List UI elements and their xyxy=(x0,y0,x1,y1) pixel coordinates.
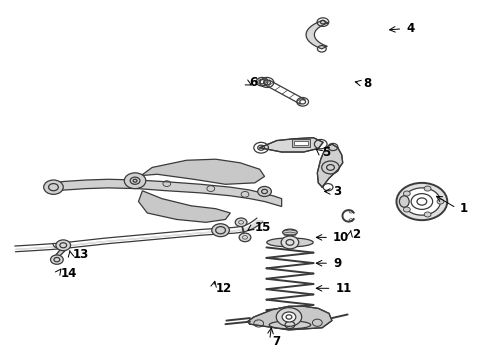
Circle shape xyxy=(403,188,441,215)
Circle shape xyxy=(124,173,146,189)
Circle shape xyxy=(437,199,444,204)
Text: 9: 9 xyxy=(333,257,341,270)
Ellipse shape xyxy=(267,238,313,247)
Circle shape xyxy=(282,312,296,322)
Text: 15: 15 xyxy=(255,221,271,234)
Polygon shape xyxy=(135,159,265,184)
Circle shape xyxy=(403,191,410,196)
FancyBboxPatch shape xyxy=(292,139,311,147)
Circle shape xyxy=(424,212,431,217)
Text: 4: 4 xyxy=(406,22,415,35)
Circle shape xyxy=(276,308,302,326)
Circle shape xyxy=(212,224,229,237)
FancyBboxPatch shape xyxy=(294,141,308,145)
Circle shape xyxy=(281,236,299,249)
Polygon shape xyxy=(260,138,323,152)
Polygon shape xyxy=(52,179,282,207)
Ellipse shape xyxy=(269,321,311,329)
Ellipse shape xyxy=(283,229,297,235)
Text: 12: 12 xyxy=(216,282,232,295)
Text: 8: 8 xyxy=(364,77,372,90)
Text: 5: 5 xyxy=(322,145,330,158)
Polygon shape xyxy=(318,144,343,187)
Text: 6: 6 xyxy=(249,76,257,89)
Circle shape xyxy=(424,186,431,191)
Text: 3: 3 xyxy=(333,185,341,198)
Polygon shape xyxy=(306,20,328,49)
Text: 7: 7 xyxy=(272,335,280,348)
Text: 10: 10 xyxy=(333,231,349,244)
Text: 11: 11 xyxy=(335,282,352,295)
Text: 2: 2 xyxy=(352,228,361,241)
Text: 13: 13 xyxy=(73,248,89,261)
Circle shape xyxy=(50,255,63,264)
Ellipse shape xyxy=(399,196,409,207)
Polygon shape xyxy=(139,191,230,222)
Circle shape xyxy=(235,218,247,226)
Polygon shape xyxy=(247,306,332,330)
Circle shape xyxy=(56,240,71,251)
Circle shape xyxy=(396,183,447,220)
Polygon shape xyxy=(55,249,66,256)
Text: 1: 1 xyxy=(460,202,468,215)
Circle shape xyxy=(239,233,251,242)
Circle shape xyxy=(403,207,410,212)
Text: 14: 14 xyxy=(60,267,76,280)
Circle shape xyxy=(258,186,271,197)
Circle shape xyxy=(44,180,63,194)
